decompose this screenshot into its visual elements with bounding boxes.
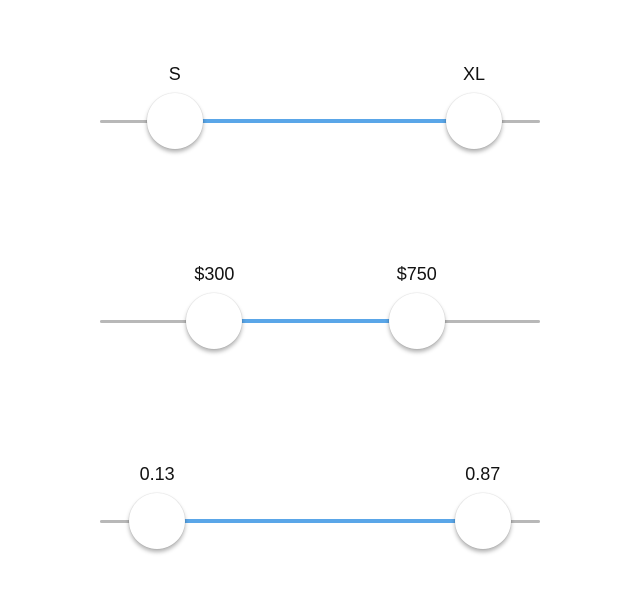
high-value-label: XL — [462, 64, 486, 84]
high-value-label: $750 — [396, 264, 437, 284]
high-thumb[interactable] — [388, 293, 445, 349]
low-value-label: $300 — [194, 264, 235, 284]
slider-selected-range — [157, 519, 483, 523]
low-thumb[interactable] — [186, 293, 243, 349]
slider-selected-range — [214, 319, 417, 323]
price-range-slider[interactable]: $300 $750 — [0, 260, 640, 400]
low-thumb[interactable] — [146, 93, 203, 149]
low-value-label: 0.13 — [139, 464, 175, 484]
slider-selected-range — [174, 119, 474, 123]
value-range-slider[interactable]: 0.13 0.87 — [0, 460, 640, 600]
size-range-slider[interactable]: S XL — [0, 60, 640, 200]
high-value-label: 0.87 — [465, 464, 501, 484]
high-thumb[interactable] — [446, 93, 502, 149]
high-thumb[interactable] — [454, 493, 511, 549]
low-value-label: S — [168, 64, 181, 84]
low-thumb[interactable] — [129, 493, 186, 549]
